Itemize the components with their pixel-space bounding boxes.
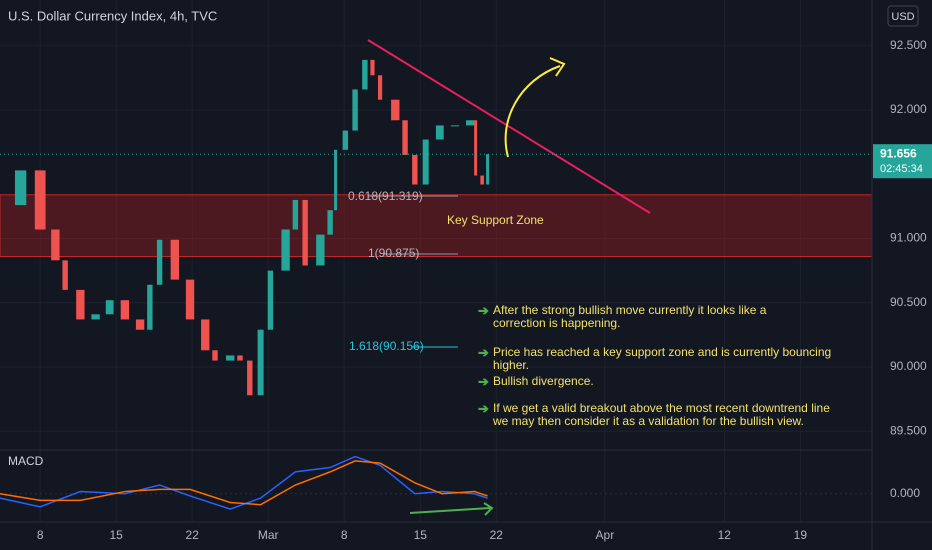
candle — [247, 360, 253, 396]
candle — [226, 355, 235, 361]
support-zone — [0, 194, 873, 257]
candle — [486, 154, 490, 185]
y-tick-label: 89.500 — [890, 423, 927, 437]
candle — [302, 199, 308, 266]
candle — [237, 355, 243, 361]
candle — [474, 120, 478, 176]
candle — [156, 239, 163, 285]
candle — [316, 234, 325, 266]
last-price-box — [873, 144, 932, 179]
bullet: ➔ — [478, 345, 489, 360]
candle — [391, 99, 400, 121]
y-tick-label: 90.500 — [890, 295, 927, 309]
y-tick-label: 91.000 — [890, 231, 927, 245]
chart-title: U.S. Dollar Currency Index, 4h, TVC — [8, 8, 217, 23]
candle — [342, 130, 349, 150]
candle — [327, 210, 333, 235]
trend-line — [367, 39, 651, 214]
candles — [14, 59, 490, 396]
candle — [450, 125, 460, 127]
x-tick-label: 19 — [794, 528, 808, 542]
candle — [412, 154, 418, 185]
candle — [91, 314, 100, 320]
zone-box — [0, 194, 873, 257]
candle — [257, 329, 264, 396]
zone-label: Key Support Zone — [447, 213, 544, 227]
projection-arrow — [504, 65, 561, 158]
candle — [466, 120, 475, 126]
x-tick-label: 15 — [414, 528, 428, 542]
candle — [120, 300, 130, 320]
fib-label: 1(90.875) — [368, 246, 419, 260]
x-tick-label: Mar — [258, 528, 279, 542]
candle — [62, 260, 68, 290]
y-tick-label: 92.500 — [890, 38, 927, 52]
macd-title: MACD — [8, 454, 44, 468]
candle — [352, 89, 358, 131]
candle — [292, 199, 299, 230]
arrow-head — [549, 57, 566, 77]
macd-line — [0, 460, 488, 506]
note: If we get a valid breakout above the mos… — [493, 401, 830, 428]
bullet: ➔ — [478, 401, 489, 416]
candle — [267, 270, 274, 330]
countdown: 02:45:34 — [880, 163, 923, 175]
arrow-head — [483, 502, 494, 516]
candle — [480, 175, 484, 185]
candle — [170, 239, 180, 280]
x-tick-label: 8 — [341, 528, 348, 542]
macd-line — [0, 455, 488, 510]
candle — [281, 229, 290, 271]
candle — [212, 350, 218, 361]
candle — [105, 300, 114, 315]
candle — [362, 59, 368, 90]
currency-button[interactable] — [887, 5, 919, 27]
grid — [0, 0, 872, 522]
candle — [14, 170, 27, 206]
note: Price has reached a key support zone and… — [493, 345, 832, 372]
x-tick-label: 22 — [186, 528, 200, 542]
candle — [51, 229, 60, 261]
fib-label: 0.618(91.319) — [348, 189, 423, 203]
candle — [147, 284, 153, 330]
macd-pane — [0, 455, 872, 510]
candle — [185, 279, 195, 320]
candle — [34, 170, 46, 230]
x-tick-label: 12 — [718, 528, 732, 542]
x-tick-label: Apr — [596, 528, 615, 542]
last-price-label: 91.656 — [880, 146, 917, 160]
currency[interactable]: USD — [891, 11, 914, 23]
x-tick-label: 8 — [37, 528, 44, 542]
note: Bullish divergence. — [493, 374, 594, 388]
candle — [201, 319, 210, 351]
candle — [422, 139, 429, 185]
bullet: ➔ — [478, 303, 489, 318]
divergence-arrow — [409, 507, 491, 514]
x-tick-label: 22 — [490, 528, 504, 542]
y-tick-label: 0.000 — [890, 486, 920, 500]
candle — [334, 149, 338, 211]
candle — [135, 319, 145, 330]
y-tick-label: 90.000 — [890, 359, 927, 373]
y-tick-label: 92.000 — [890, 102, 927, 116]
candle — [76, 289, 85, 320]
bullet: ➔ — [478, 374, 489, 389]
note: After the strong bullish move currently … — [493, 303, 767, 330]
candle — [377, 75, 383, 100]
candle — [402, 120, 408, 155]
candle — [435, 125, 444, 140]
candle — [370, 59, 375, 76]
fib-label: 1.618(90.156) — [349, 339, 424, 353]
x-tick-label: 15 — [110, 528, 124, 542]
